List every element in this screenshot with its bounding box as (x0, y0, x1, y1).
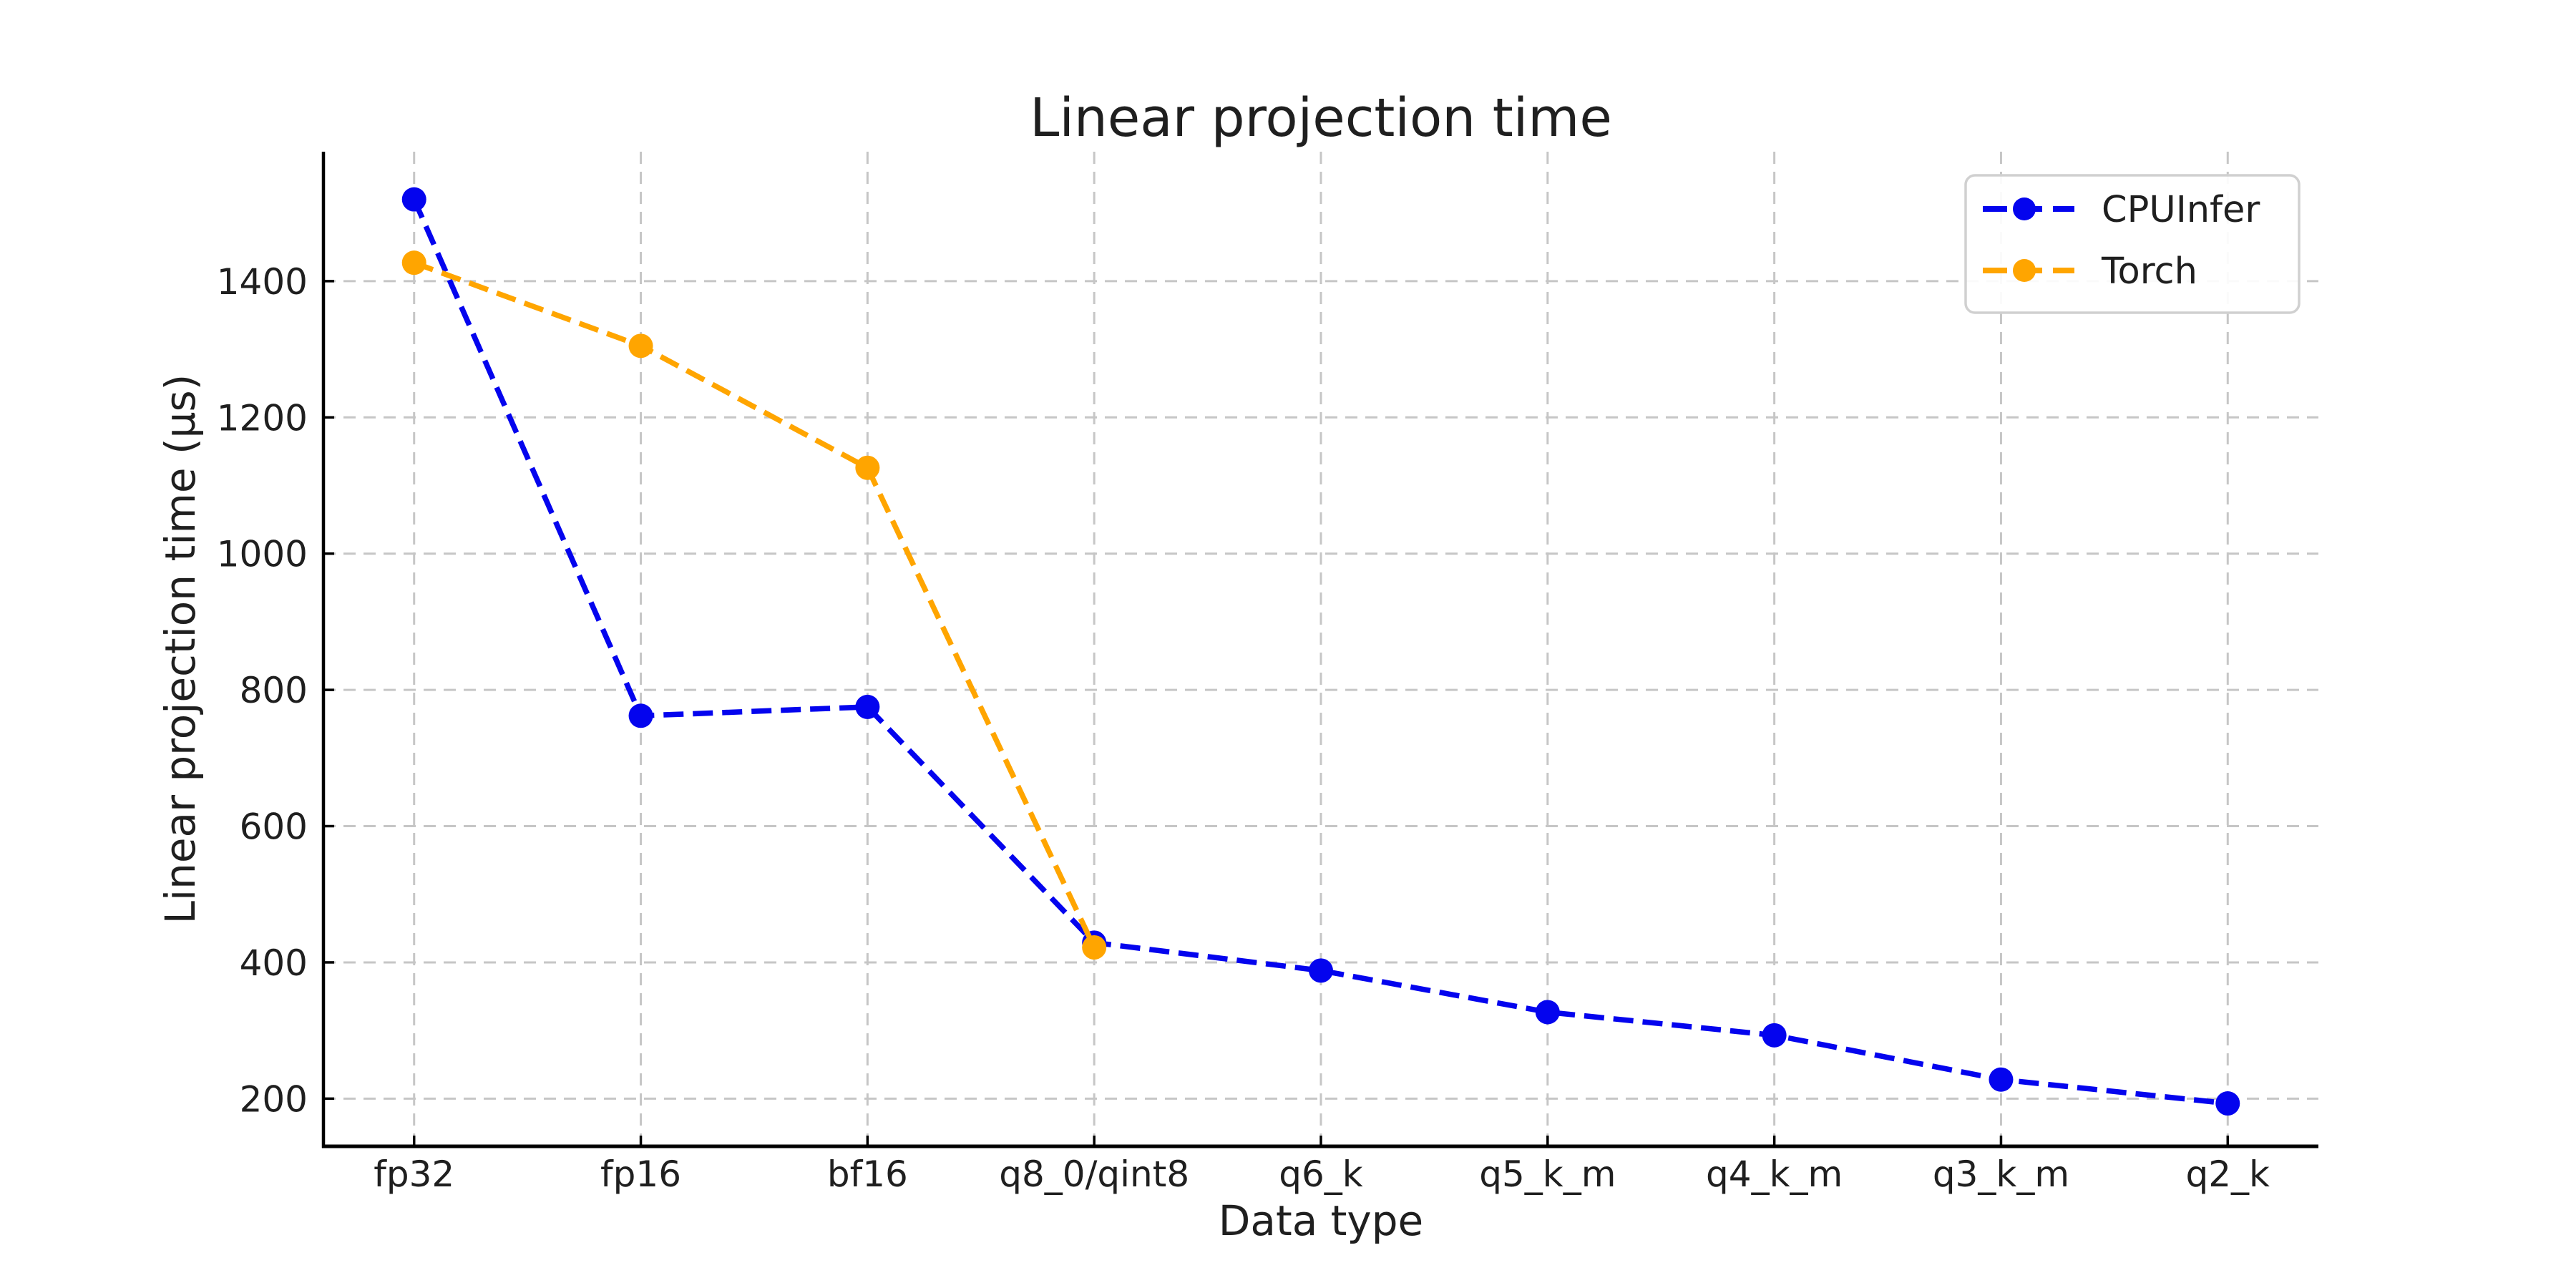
x-tick-label: fp16 (600, 1153, 681, 1195)
x-tick-label: q8_0/qint8 (999, 1153, 1189, 1195)
data-point-cpuinfer (1989, 1067, 2014, 1092)
y-axis-label: Linear projection time (µs) (156, 374, 205, 924)
legend-frame (1964, 174, 2301, 314)
x-tick-label: bf16 (827, 1153, 908, 1195)
x-tick-label: q4_k_m (1706, 1153, 1843, 1195)
data-point-cpuinfer (1309, 958, 1333, 983)
y-tick-label: 1200 (217, 397, 308, 439)
y-tick-label: 200 (240, 1078, 308, 1120)
x-tick-label: q5_k_m (1479, 1153, 1616, 1195)
y-tick-label: 1400 (217, 261, 308, 303)
data-point-torch (628, 333, 653, 358)
data-point-torch (855, 455, 880, 480)
legend-marker (2013, 259, 2036, 282)
legend-marker (2013, 197, 2036, 220)
data-point-torch (401, 250, 426, 275)
data-point-cpuinfer (1762, 1023, 1787, 1048)
y-tick-label: 400 (240, 942, 308, 984)
data-point-cpuinfer (401, 187, 426, 212)
grid-layer (323, 152, 2318, 1146)
data-point-torch (1082, 935, 1107, 960)
axes-layer: 200 400 600 800 1000 1200 1400 fp32 fp16 bf16 q8_0… (217, 152, 2318, 1195)
legend-label: CPUInfer (2102, 189, 2260, 231)
data-point-cpuinfer (628, 703, 653, 728)
x-axis-label: Data type (1219, 1196, 1424, 1245)
x-tick-label: q2_k (2186, 1153, 2270, 1195)
data-point-cpuinfer (1535, 1000, 1560, 1025)
chart-title: Linear projection time (1030, 87, 1612, 149)
y-tick-label: 600 (240, 806, 308, 848)
legend-label: Torch (2101, 250, 2197, 293)
legend: CPUInfer Torch (1964, 174, 2301, 314)
series-layer (401, 187, 2240, 1116)
x-tick-label: q3_k_m (1933, 1153, 2069, 1195)
x-tick-label: fp32 (374, 1153, 454, 1195)
x-tick-label: q6_k (1279, 1153, 1363, 1195)
y-tick-label: 1000 (217, 534, 308, 575)
data-point-cpuinfer (2215, 1091, 2240, 1116)
series-line-torch (413, 260, 1097, 949)
y-tick-label: 800 (240, 670, 308, 711)
data-point-cpuinfer (855, 694, 880, 719)
